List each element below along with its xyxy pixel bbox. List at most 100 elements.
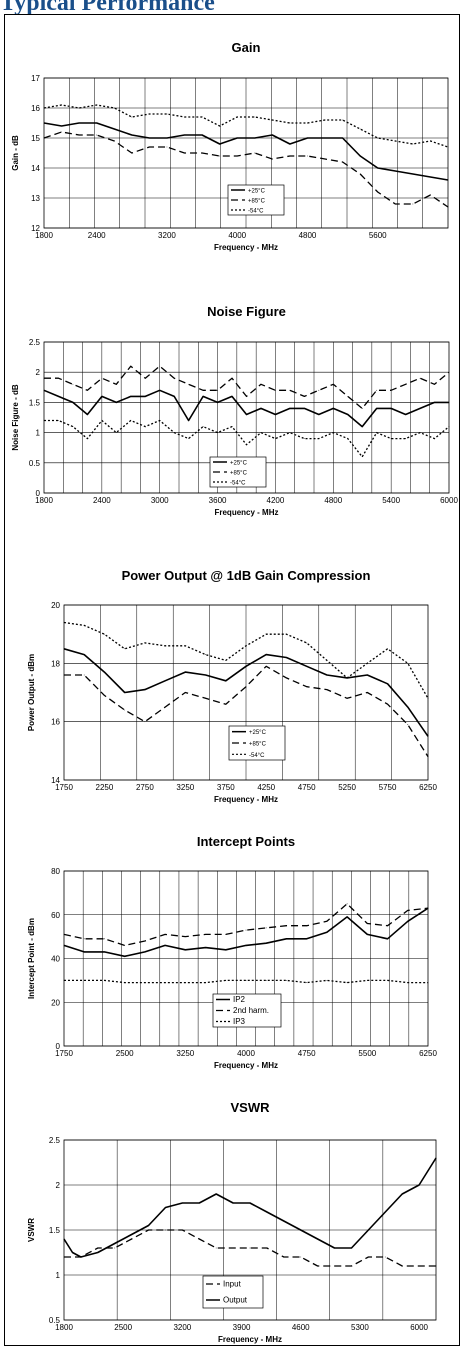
legend-label: IP2	[233, 995, 246, 1004]
data-point	[260, 383, 262, 385]
data-point	[342, 119, 344, 121]
x-tick-label: 3000	[151, 496, 169, 505]
data-point	[217, 402, 218, 403]
x-tick-label: 4750	[298, 783, 316, 792]
data-point	[83, 625, 85, 626]
data-point	[184, 645, 186, 647]
data-point	[225, 680, 227, 682]
data-point	[245, 944, 247, 946]
data-point	[300, 1229, 302, 1231]
x-tick-label: 6000	[410, 1323, 428, 1332]
x-tick-label: 4800	[324, 496, 342, 505]
data-point	[245, 686, 247, 688]
data-point	[326, 931, 328, 933]
data-point	[104, 671, 105, 673]
data-point	[202, 426, 204, 427]
x-tick-label: 1800	[35, 231, 53, 240]
data-point	[144, 982, 146, 983]
data-point	[166, 137, 168, 139]
x-tick-label: 2400	[88, 231, 106, 240]
data-point	[63, 944, 65, 946]
data-point	[63, 1238, 65, 1240]
legend-label: IP3	[233, 1017, 246, 1026]
data-point	[97, 1247, 99, 1249]
data-point	[303, 438, 305, 440]
y-tick-label: 0.5	[29, 459, 41, 468]
data-point	[130, 420, 132, 421]
x-tick-label: 4000	[237, 1049, 255, 1058]
data-point	[283, 1220, 285, 1222]
series-line-2	[43, 131, 449, 208]
data-point	[266, 1247, 268, 1249]
data-point	[254, 137, 256, 139]
data-point	[347, 414, 349, 415]
x-tick-label: 1750	[55, 1049, 73, 1058]
y-tick-label: 2	[36, 368, 41, 377]
data-point	[384, 1211, 386, 1213]
data-point	[115, 432, 117, 433]
data-point	[131, 116, 133, 118]
x-axis-label: Frequency - MHz	[218, 1335, 282, 1344]
data-point	[184, 152, 185, 154]
x-tick-label: 3900	[233, 1323, 251, 1332]
data-point	[260, 408, 262, 409]
data-point	[184, 692, 186, 693]
series-line-2	[63, 1157, 437, 1258]
chart-5: VSWR 0.5 1 1.5 2 2.5 1800 2500 3200 3900 4600 5300 6…	[27, 1100, 437, 1344]
data-point	[332, 408, 334, 409]
data-point	[96, 122, 98, 124]
data-point	[326, 979, 328, 981]
data-point	[249, 1247, 251, 1249]
data-point	[115, 402, 117, 403]
data-point	[236, 137, 238, 139]
x-tick-label: 2750	[136, 783, 154, 792]
x-tick-label: 2250	[96, 783, 114, 792]
data-point	[307, 137, 308, 139]
data-point	[266, 1211, 268, 1213]
data-point	[83, 654, 85, 655]
y-tick-label: 1.5	[29, 398, 41, 407]
series-line-3	[43, 104, 449, 148]
data-point	[78, 107, 80, 109]
data-point	[366, 692, 368, 693]
data-point	[205, 697, 206, 699]
data-point	[359, 128, 361, 130]
data-point	[306, 642, 308, 644]
data-point	[43, 137, 45, 139]
data-point	[225, 660, 227, 661]
data-point	[124, 944, 126, 946]
data-point	[289, 389, 291, 391]
data-point	[225, 703, 227, 705]
y-tick-label: 1	[56, 1271, 61, 1280]
data-point	[435, 1265, 437, 1267]
data-point	[113, 128, 115, 130]
data-point	[205, 947, 206, 948]
data-point	[407, 662, 409, 664]
data-point	[131, 1234, 133, 1235]
data-point	[418, 1184, 420, 1186]
data-point	[215, 1193, 217, 1195]
data-point	[131, 134, 133, 136]
data-point	[184, 671, 186, 673]
x-tick-label: 3250	[176, 1049, 194, 1058]
data-point	[131, 1238, 133, 1240]
data-point	[366, 923, 368, 924]
data-point	[188, 438, 190, 440]
legend-label: -54°C	[249, 753, 265, 759]
data-point	[148, 113, 150, 115]
data-point	[181, 1202, 183, 1204]
data-point	[97, 1252, 99, 1253]
data-point	[43, 122, 45, 124]
data-point	[164, 680, 166, 682]
data-point	[130, 395, 132, 397]
data-point	[83, 951, 85, 953]
data-point	[306, 686, 308, 688]
data-point	[412, 173, 414, 175]
y-tick-label: 13	[31, 194, 40, 203]
chart-3: Power Output @ 1dB Gain Compression 14 16 1…	[27, 568, 437, 804]
data-point	[359, 173, 361, 175]
data-point	[342, 161, 344, 163]
data-point	[430, 176, 431, 178]
data-point	[275, 389, 276, 391]
